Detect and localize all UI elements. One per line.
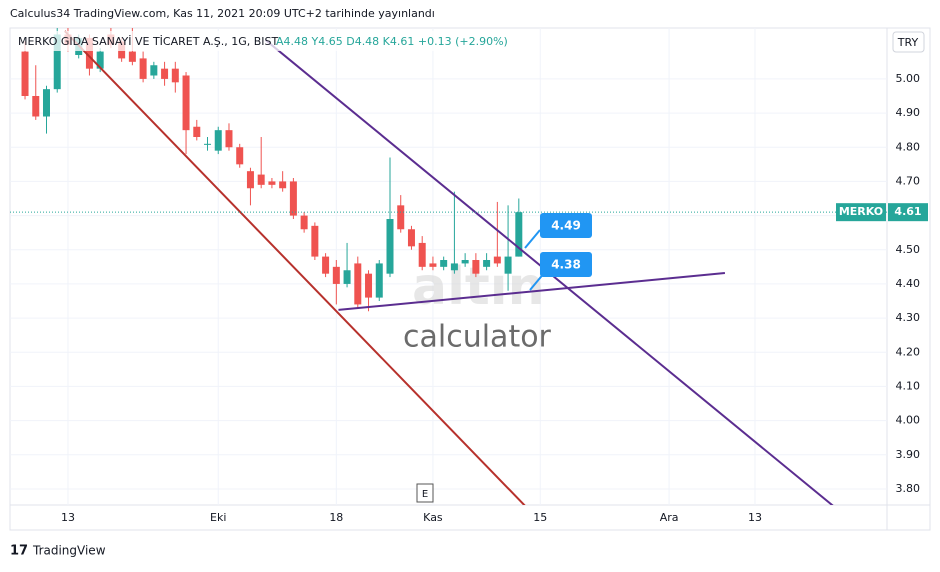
candle-body — [214, 130, 222, 151]
candle-body — [53, 34, 61, 90]
candle-body — [504, 256, 512, 274]
candle-body — [182, 75, 190, 131]
candle-body — [397, 205, 405, 230]
candle-body — [472, 260, 480, 274]
candle-body — [365, 273, 373, 298]
y-tick-label: 4.10 — [896, 379, 921, 392]
legend-bg — [14, 31, 514, 51]
candle-body — [21, 51, 29, 96]
published-line: Calculus34 TradingView.com, Kas 11, 2021… — [10, 7, 435, 20]
ohlc-values: A4.48 Y4.65 D4.48 K4.61 +0.13 (+2.90%) — [276, 35, 508, 48]
candle-body — [225, 130, 233, 148]
trend-line — [338, 271, 726, 311]
candle-body — [440, 260, 448, 267]
axes: 3.803.904.004.104.204.304.404.504.604.70… — [61, 72, 920, 524]
candle-body — [246, 171, 254, 189]
candle-body — [429, 263, 437, 267]
candle-body — [515, 212, 523, 257]
y-tick-label: 4.40 — [896, 277, 921, 290]
footer: 𝟭𝟳 TradingView — [10, 544, 106, 559]
candle-body — [483, 260, 491, 267]
candle-body — [150, 65, 158, 76]
symbol-tag-label: MERKO — [839, 205, 883, 218]
candle-body — [418, 242, 426, 267]
candle-body — [42, 89, 50, 117]
candle-body — [407, 229, 415, 247]
candle-body — [85, 37, 93, 69]
candle-body — [493, 256, 501, 264]
candle-body — [139, 58, 147, 79]
candle-body — [128, 51, 136, 62]
y-tick-label: 4.00 — [896, 414, 921, 427]
frame — [9, 27, 931, 531]
candle-body — [450, 263, 458, 271]
last-price-tag — [888, 203, 928, 222]
y-tick-label: 3.90 — [896, 448, 921, 461]
candle-body — [96, 51, 104, 69]
x-tick-label: 18 — [329, 511, 343, 524]
callout-box — [540, 213, 592, 238]
watermark-text: calculator — [403, 320, 552, 355]
y-tick-label: 5.00 — [896, 72, 921, 85]
x-tick-label: 15 — [533, 511, 547, 524]
candle-body — [386, 219, 394, 274]
currency-button[interactable] — [892, 31, 925, 53]
event-marker-label[interactable]: E — [422, 489, 428, 500]
candle-body — [322, 256, 330, 274]
candle-body — [171, 68, 179, 83]
last-price-label: 4.61 — [894, 205, 921, 218]
y-tick-label: 4.90 — [896, 106, 921, 119]
candle-body — [300, 215, 308, 230]
candle-body — [332, 266, 340, 284]
x-tick-label: Ara — [660, 511, 679, 524]
candle-body — [257, 174, 265, 185]
symbol-tag — [836, 203, 886, 222]
candle-body — [279, 181, 287, 189]
candle-body — [311, 225, 319, 257]
candle-body — [289, 181, 297, 216]
y-tick-label: 4.70 — [896, 174, 921, 187]
y-tick-label: 4.80 — [896, 140, 921, 153]
candle-body — [32, 95, 40, 117]
callout-pointer — [524, 229, 541, 249]
currency-label[interactable]: TRY — [897, 36, 919, 49]
event-marker[interactable] — [416, 483, 434, 503]
candle-body — [161, 68, 169, 79]
y-tick-label: 4.30 — [896, 311, 921, 324]
candle-body — [375, 263, 383, 298]
trend-line — [64, 30, 526, 505]
y-tick-label: 3.80 — [896, 482, 921, 495]
candle-body — [204, 143, 212, 145]
callout-label: 4.49 — [551, 219, 581, 233]
candle-body — [268, 181, 276, 185]
y-tick-label: 4.50 — [896, 243, 921, 256]
candle-body — [343, 270, 351, 284]
y-tick-label: 4.20 — [896, 345, 921, 358]
x-tick-label: 13 — [748, 511, 762, 524]
x-tick-label: 13 — [61, 511, 75, 524]
candle-body — [461, 260, 469, 264]
candle-body — [236, 147, 244, 165]
candle-body — [354, 263, 362, 305]
footer-logo: 𝟭𝟳 — [10, 544, 28, 559]
footer-brand: TradingView — [32, 544, 106, 558]
callout-label: 4.38 — [551, 258, 581, 272]
callouts: 4.49 4.38 — [524, 213, 592, 291]
symbol-title: MERKO GIDA SANAYİ VE TİCARET A.Ş., 1G, B… — [18, 35, 279, 48]
callout-box — [540, 252, 592, 277]
x-tick-label: Eki — [210, 511, 226, 524]
x-tick-label: Kas — [423, 511, 443, 524]
candle-body — [193, 126, 201, 137]
